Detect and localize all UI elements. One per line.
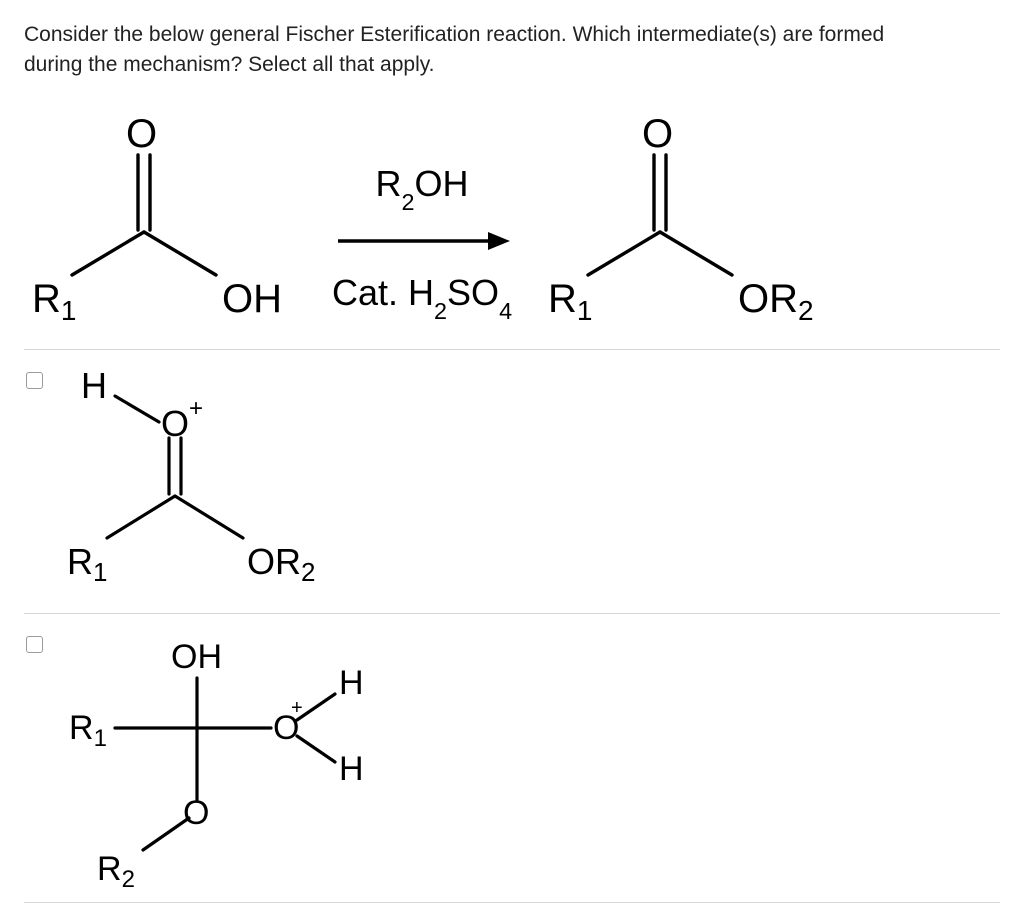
product-o: O: [642, 112, 673, 156]
product-or2: OR2: [738, 277, 814, 326]
option-a-row[interactable]: H O + R1 OR2: [24, 350, 1000, 614]
opt-a-O: O: [161, 403, 189, 444]
reaction-arrow: [332, 228, 512, 254]
option-b-structure: OH R1 O + H H O R2: [57, 628, 387, 888]
product-structure: O R1 OR2: [540, 107, 840, 337]
reactant-r1: R1: [32, 277, 76, 326]
reactant-oh: OH: [222, 277, 282, 321]
option-b-row[interactable]: OH R1 O + H H O R2: [24, 614, 1000, 903]
opt-b-bottom-o: O: [183, 794, 209, 832]
option-a-checkbox[interactable]: [26, 372, 43, 389]
opt-a-r1: R1: [67, 541, 107, 587]
opt-b-h-bot: H: [339, 750, 364, 788]
option-a-structure: H O + R1 OR2: [57, 364, 337, 599]
question-line2: during the mechanism? Select all that ap…: [24, 53, 435, 76]
opt-b-r2: R2: [97, 850, 135, 888]
opt-b-oh: OH: [171, 638, 222, 676]
opt-b-r1: R1: [69, 709, 107, 752]
opt-a-plus: +: [189, 395, 203, 422]
reaction-conditions: R2OH Cat. H2SO4: [332, 163, 512, 337]
opt-a-or2: OR2: [247, 541, 315, 587]
reagent-alcohol: R2OH: [376, 163, 469, 210]
reaction-panel: O R1 OH R2OH Cat. H2SO4 O R1 OR2: [24, 89, 1000, 350]
question-line1: Consider the below general Fischer Ester…: [24, 23, 884, 46]
reactant-o: O: [126, 112, 157, 156]
opt-b-h-top: H: [339, 664, 364, 702]
catalyst-label: Cat. H2SO4: [332, 272, 512, 319]
reactant-structure: O R1 OH: [24, 107, 304, 337]
product-r1: R1: [548, 277, 592, 326]
option-b-checkbox[interactable]: [26, 636, 43, 653]
question-text: Consider the below general Fischer Ester…: [24, 20, 1000, 81]
opt-a-H: H: [81, 365, 107, 406]
opt-b-plus: +: [291, 697, 303, 719]
